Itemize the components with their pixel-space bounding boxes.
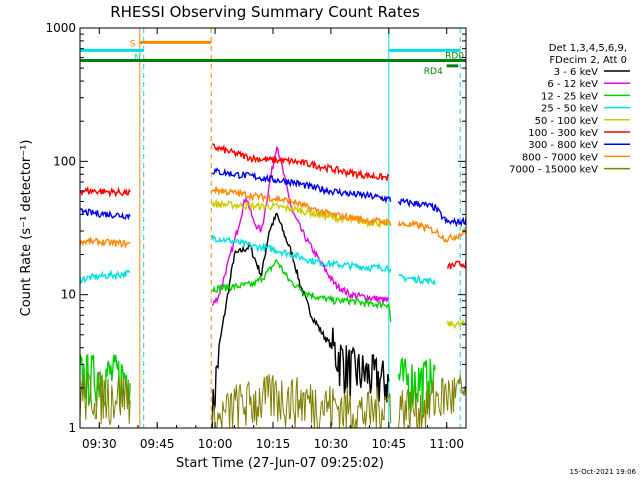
- flag-label: RD4: [424, 67, 443, 77]
- series-100-300-kev: [80, 143, 466, 270]
- y-tick-label: 1: [68, 421, 76, 435]
- x-tick-label: 09:45: [140, 437, 175, 451]
- x-tick-label: 10:30: [314, 437, 349, 451]
- legend-item: 25 - 50 keV: [541, 104, 630, 115]
- series-line: [80, 186, 466, 249]
- series-line: [211, 212, 390, 428]
- x-tick-label: 11:00: [429, 437, 464, 451]
- legend-label: 25 - 50 keV: [541, 104, 598, 115]
- legend-item: 800 - 7000 keV: [522, 152, 630, 163]
- x-tick-label: 10:45: [372, 437, 407, 451]
- legend-header: FDecim 2, Att 0: [549, 55, 627, 66]
- series-300-800-kev: [80, 167, 466, 228]
- flag-n: N: [388, 28, 461, 428]
- legend-item: 100 - 300 keV: [528, 128, 630, 139]
- legend-label: 100 - 300 keV: [528, 128, 598, 139]
- legend-label: 6 - 12 keV: [547, 79, 598, 90]
- legend: Det 1,3,4,5,6,9,FDecim 2, Att 03 - 6 keV…: [509, 43, 630, 176]
- series-line: [80, 370, 466, 428]
- series-12-25-kev: [80, 259, 436, 414]
- x-axis-ticks: 09:30 09:45 10:00 10:15 10:30 10:45 11:00: [79, 28, 467, 451]
- legend-item: 12 - 25 keV: [541, 91, 630, 102]
- x-tick-label: 10:00: [198, 437, 233, 451]
- x-tick-label: 09:30: [82, 437, 117, 451]
- chart-title: RHESSI Observing Summary Count Rates: [110, 3, 420, 21]
- series-50-100-kev: [211, 198, 466, 330]
- y-tick-label: 1000: [45, 21, 76, 35]
- legend-item: 6 - 12 keV: [547, 79, 630, 90]
- flag-rd4: RD4: [424, 64, 459, 77]
- legend-item: 50 - 100 keV: [535, 116, 630, 127]
- x-axis-label: Start Time (27-Jun-07 09:25:02): [176, 456, 384, 471]
- legend-label: 12 - 25 keV: [541, 91, 598, 102]
- y-tick-label: 10: [61, 288, 76, 302]
- flag-label: RD0: [445, 52, 464, 62]
- y-axis-label: Count Rate (s⁻¹ detector⁻¹): [19, 140, 34, 317]
- plot-frame: [79, 27, 467, 429]
- series-line: [211, 198, 466, 330]
- flag-label: N: [134, 53, 141, 63]
- legend-label: 800 - 7000 keV: [522, 152, 598, 163]
- x-tick-label: 10:15: [256, 437, 291, 451]
- series-line: [80, 143, 466, 270]
- footer-timestamp: 15-Oct-2021 19:06: [570, 468, 637, 476]
- flag-s: S: [130, 28, 212, 428]
- series-line: [211, 145, 390, 306]
- series-7000-15000-kev: [80, 370, 466, 428]
- legend-label: 300 - 800 keV: [528, 140, 598, 151]
- flag-n: N: [80, 28, 145, 428]
- legend-item: 3 - 6 keV: [554, 67, 630, 78]
- series-3-6-kev: [211, 212, 390, 428]
- flag-label: S: [130, 39, 136, 49]
- series-line: [80, 259, 436, 414]
- legend-label: 7000 - 15000 keV: [509, 165, 598, 176]
- series-6-12-kev: [211, 145, 390, 306]
- legend-header: Det 1,3,4,5,6,9,: [549, 43, 627, 54]
- legend-label: 50 - 100 keV: [535, 116, 599, 127]
- observing-flags: SNNRD0RD4: [80, 28, 466, 428]
- series-layer: [80, 143, 466, 428]
- y-axis-ticks: 1 10 100 1000: [45, 21, 466, 435]
- series-800-7000-kev: [80, 186, 466, 249]
- y-tick-label: 100: [53, 154, 76, 168]
- series-25-50-kev: [80, 234, 436, 285]
- flag-rd0: RD0: [80, 52, 466, 63]
- series-line: [80, 234, 436, 285]
- legend-item: 7000 - 15000 keV: [509, 165, 630, 176]
- legend-item: 300 - 800 keV: [528, 140, 630, 151]
- legend-label: 3 - 6 keV: [554, 67, 598, 78]
- series-line: [80, 167, 466, 228]
